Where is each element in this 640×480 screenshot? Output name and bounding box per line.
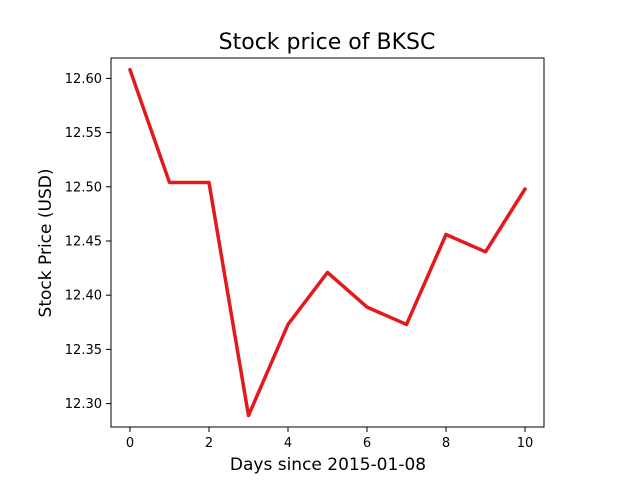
y-tick-label: 12.55 <box>65 126 102 141</box>
y-axis: 12.30 12.35 12.40 12.45 12.50 12.55 12.60 <box>65 72 111 412</box>
chart-title: Stock price of BKSC <box>219 30 436 55</box>
y-tick-label: 12.35 <box>65 343 102 358</box>
x-tick-label: 2 <box>205 436 213 451</box>
series-line <box>128 67 527 418</box>
y-axis-label: Stock Price (USD) <box>36 169 56 318</box>
y-tick-label: 12.40 <box>65 289 102 304</box>
y-tick-label: 12.30 <box>65 397 102 412</box>
y-tick-label: 12.60 <box>65 72 102 87</box>
y-tick-label: 12.45 <box>65 234 102 249</box>
x-axis: 0 2 4 6 8 10 <box>126 427 533 451</box>
plot-area <box>110 57 545 428</box>
x-tick-label: 0 <box>126 436 134 451</box>
x-tick-label: 4 <box>284 436 292 451</box>
x-tick-label: 8 <box>442 436 450 451</box>
x-tick-label: 6 <box>363 436 371 451</box>
x-tick-label: 10 <box>517 436 534 451</box>
y-tick-label: 12.50 <box>65 180 102 195</box>
x-axis-label: Days since 2015-01-08 <box>230 455 426 475</box>
